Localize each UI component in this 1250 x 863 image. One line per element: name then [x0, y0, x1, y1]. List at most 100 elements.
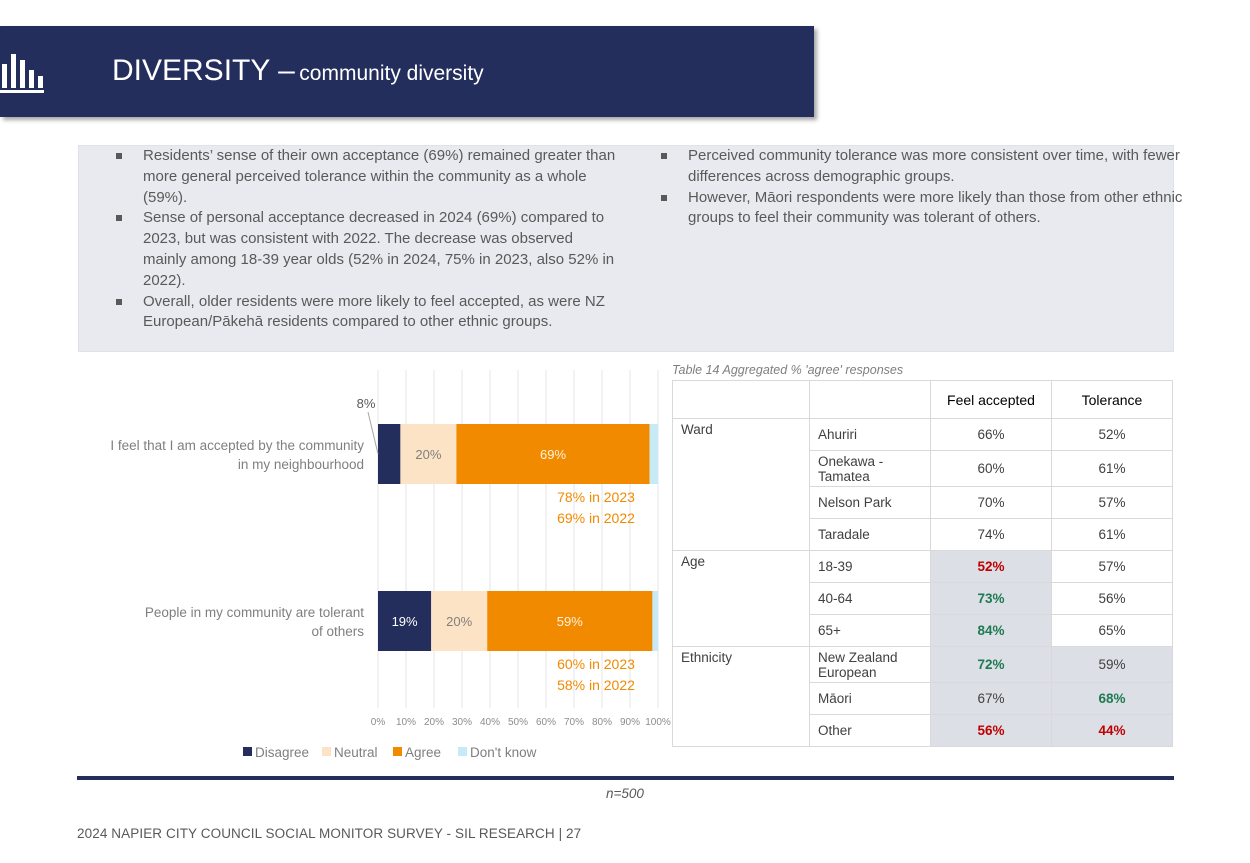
col-header-tolerance: Tolerance — [1051, 380, 1173, 419]
table-row: Nelson Park 70% 57% — [673, 486, 1173, 519]
legend-swatch — [322, 747, 331, 756]
cell-value: 66% — [930, 418, 1052, 451]
cell-value: 52% — [1051, 418, 1173, 451]
cell-value: 59% — [1051, 646, 1173, 683]
cell-value: 52% — [930, 550, 1052, 583]
cell-value: 56% — [930, 714, 1052, 747]
data-label: 8% — [357, 396, 376, 411]
table-header-row: Feel accepted Tolerance — [672, 380, 1173, 419]
page-title-main: DIVERSITY – — [112, 54, 295, 87]
page-footer: 2024 NAPIER CITY COUNCIL SOCIAL MONITOR … — [77, 826, 582, 841]
table-row: 40-64 73% 56% — [673, 582, 1173, 615]
legend-label: Disagree — [255, 745, 309, 760]
sample-size-note: n=500 — [606, 786, 644, 801]
bar-segment — [431, 591, 488, 651]
data-label: 69% — [540, 447, 566, 462]
cell-value: 68% — [1051, 682, 1173, 715]
bar-chart-icon — [0, 54, 44, 93]
row-label: 40-64 — [809, 582, 931, 615]
cell-value: 56% — [1051, 582, 1173, 615]
row-label: 18-39 — [809, 550, 931, 583]
cell-value: 57% — [1051, 486, 1173, 519]
table-row: Taradale 74% 61% — [673, 518, 1173, 551]
summary-left-column: Residents’ sense of their own acceptance… — [79, 146, 619, 333]
bar-segment — [378, 424, 401, 484]
row-label: 65+ — [809, 614, 931, 647]
cell-value: 72% — [930, 646, 1052, 683]
x-tick-label: 30% — [452, 717, 472, 728]
summary-bullet: Perceived community tolerance was more c… — [624, 146, 1184, 188]
year-annotation: 69% in 2022 — [557, 510, 635, 526]
category-label: I feel that I am accepted by the communi… — [110, 438, 364, 472]
x-tick-label: 50% — [508, 717, 528, 728]
header-band: DIVERSITY – community diversity — [0, 26, 814, 117]
x-tick-label: 40% — [480, 717, 500, 728]
cell-value: 61% — [1051, 518, 1173, 551]
stacked-bar-chart: 0% 10% 20% 30% 40% 50% 60% 70% 80% 90% 100% I feel … — [110, 370, 671, 760]
x-tick-label: 100% — [645, 717, 671, 728]
legend-swatch — [458, 747, 467, 756]
table-row: Ethnicity New Zealand European 72% 59% — [672, 646, 1173, 747]
bar-segment — [649, 424, 658, 484]
x-tick-label: 10% — [396, 717, 416, 728]
data-label: 20% — [446, 614, 472, 629]
row-label: Taradale — [809, 518, 931, 551]
summary-box: Residents’ sense of their own acceptance… — [78, 145, 1182, 352]
year-annotation: 58% in 2022 — [557, 677, 635, 693]
bar-segment — [652, 591, 658, 651]
cell-value: 61% — [1051, 450, 1173, 487]
summary-bullet: Overall, older residents were more likel… — [79, 292, 619, 334]
row-label: Nelson Park — [809, 486, 931, 519]
category-label: People in my community are tolerant of ot… — [145, 605, 364, 639]
legend-label: Don't know — [470, 745, 537, 760]
cell-value: 70% — [930, 486, 1052, 519]
x-tick-label: 20% — [424, 717, 444, 728]
x-tick-label: 80% — [592, 717, 612, 728]
data-label: 19% — [392, 614, 418, 629]
row-label: Other — [809, 714, 931, 747]
agree-table: Feel accepted Tolerance Ward Ahuriri 66%… — [672, 380, 1173, 747]
page-title: DIVERSITY – community diversity — [112, 54, 484, 88]
bar-segment — [400, 424, 457, 484]
col-header-feel-accepted: Feel accepted — [930, 380, 1052, 419]
table-row: Ward Ahuriri 66% 52% — [672, 418, 1173, 551]
year-annotation: 60% in 2023 — [557, 656, 635, 672]
legend-swatch — [243, 747, 252, 756]
table-row: Onekawa - Tamatea 60% 61% — [673, 450, 1173, 487]
summary-bullet: However, Māori respondents were more lik… — [624, 188, 1184, 230]
legend-label: Agree — [405, 745, 441, 760]
cell-value: 57% — [1051, 550, 1173, 583]
row-label: Onekawa - Tamatea — [809, 450, 931, 487]
bar-segment — [378, 591, 432, 651]
cell-value: 60% — [930, 450, 1052, 487]
cell-value: 65% — [1051, 614, 1173, 647]
row-label: New Zealand European — [809, 646, 931, 683]
group-ethnicity: Ethnicity — [672, 646, 810, 747]
cell-value: 84% — [930, 614, 1052, 647]
cell-value: 73% — [930, 582, 1052, 615]
group-age: Age — [672, 550, 810, 647]
summary-bullet: Residents’ sense of their own acceptance… — [79, 146, 619, 208]
cell-value: 44% — [1051, 714, 1173, 747]
group-ward: Ward — [672, 418, 810, 551]
table-row: Māori 67% 68% — [673, 682, 1173, 715]
summary-right-column: Perceived community tolerance was more c… — [624, 146, 1184, 229]
page-title-sub: community diversity — [299, 62, 484, 85]
cell-value: 74% — [930, 518, 1052, 551]
data-label: 59% — [557, 614, 583, 629]
cell-value: 67% — [930, 682, 1052, 715]
table-caption: Table 14 Aggregated % 'agree' responses — [672, 363, 904, 377]
leader-line — [367, 411, 379, 455]
table-row: Age 18-39 52% 57% — [672, 550, 1173, 647]
summary-bullet: Sense of personal acceptance decreased i… — [79, 208, 619, 291]
x-tick-label: 0% — [371, 717, 386, 728]
x-tick-label: 90% — [620, 717, 640, 728]
bar-segment — [487, 591, 653, 651]
x-tick-label: 60% — [536, 717, 556, 728]
table-row: Other 56% 44% — [673, 714, 1173, 747]
row-label: Ahuriri — [809, 418, 931, 451]
year-annotation: 78% in 2023 — [557, 489, 635, 505]
data-label: 20% — [415, 447, 441, 462]
legend-swatch — [393, 747, 402, 756]
bar-segment — [456, 424, 650, 484]
